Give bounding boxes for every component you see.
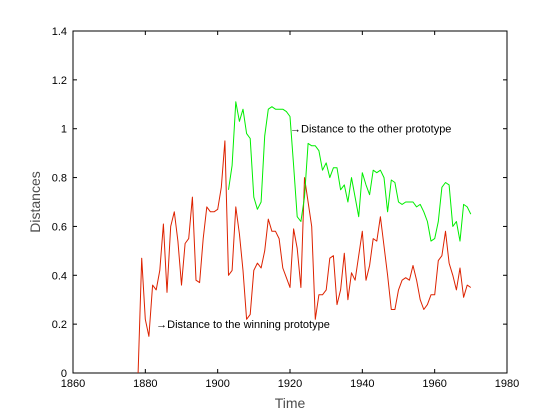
y-tick-label: 1.4 [52, 26, 67, 38]
x-tick-label: 1980 [495, 378, 519, 390]
x-tick-label: 1920 [278, 378, 302, 390]
x-axis-title: Time [275, 395, 306, 411]
y-tick-label: 0 [61, 368, 67, 380]
y-tick-label: 0.6 [52, 221, 67, 233]
y-tick-label: 1 [61, 124, 67, 136]
y-axis-title: Distances [27, 171, 43, 232]
y-tick-label: 1.2 [52, 75, 67, 87]
series-line-other [228, 101, 472, 242]
x-tick-label: 1860 [61, 378, 85, 390]
annotation-label: →Distance to the other prototype [290, 124, 451, 136]
annotation-label: →Distance to the winning prototype [156, 319, 330, 331]
y-tick-label: 0.2 [52, 319, 67, 331]
y-tick-label: 0.4 [52, 270, 67, 282]
series-layer [137, 101, 472, 374]
x-tick-label: 1940 [350, 378, 374, 390]
x-tick-label: 1880 [133, 378, 157, 390]
x-tick-label: 1960 [422, 378, 446, 390]
series-line-winning [137, 140, 472, 374]
y-tick-label: 0.8 [52, 173, 67, 185]
annotations: →Distance to the other prototype →Distanc… [156, 124, 451, 331]
x-tick-label: 1900 [205, 378, 229, 390]
axes: 1860 1880 1900 1920 1940 1960 1980 0 0.2 0.4 0.6 0.… [52, 26, 520, 390]
